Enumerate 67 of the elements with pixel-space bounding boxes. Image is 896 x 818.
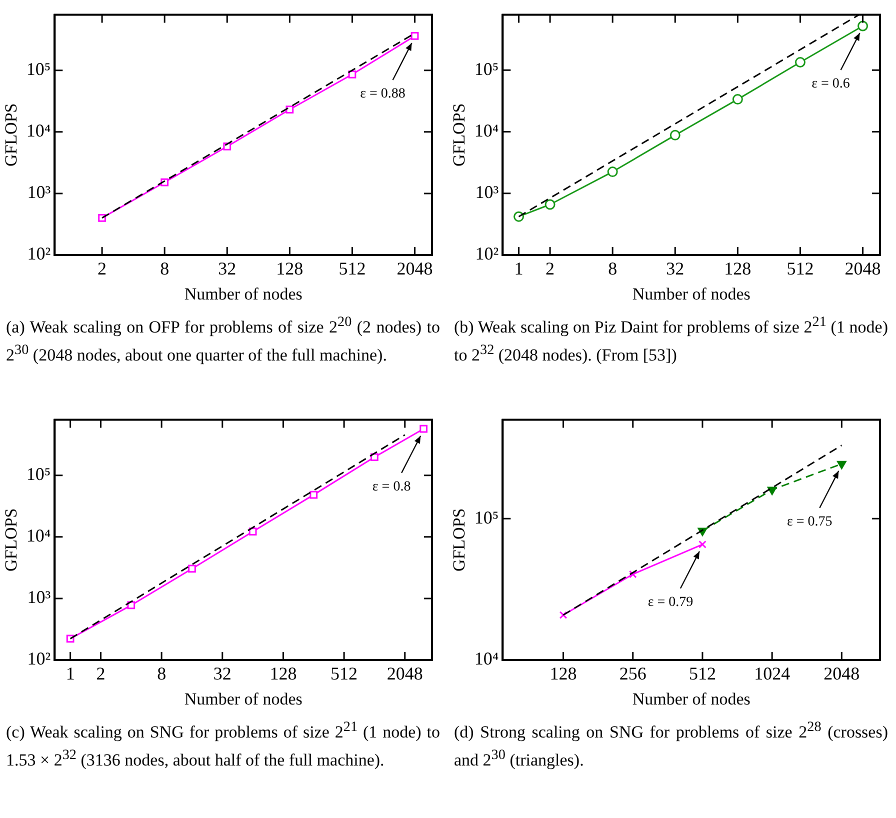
y-axis-title: GFLOPS xyxy=(2,508,21,572)
y-axis-title: GFLOPS xyxy=(2,103,21,167)
point xyxy=(732,94,743,105)
x-tick-label: 2 xyxy=(546,258,555,279)
y-axis-title: GFLOPS xyxy=(450,103,469,167)
x-tick-label: 128 xyxy=(724,258,752,279)
y-tick-label: 10⁴ xyxy=(26,526,51,546)
x-tick-label: 2 xyxy=(96,664,106,684)
x-tick-label: 32 xyxy=(218,258,236,279)
x-axis-title: Number of nodes xyxy=(184,284,302,304)
text: (d) Strong scaling on SNG for problems of size 2$^{28}$ (crosses) and 2$^{30}$ (triangles). xyxy=(454,719,888,770)
x-axis-title: Number of nodes xyxy=(184,689,302,708)
y-tick-label: 10³ xyxy=(27,587,52,608)
point xyxy=(348,70,356,78)
x-tick-label: 32 xyxy=(666,258,684,279)
x-axis-title: Number of nodes xyxy=(632,284,750,304)
text: (a) Weak scaling on OFP for problems of size 2$^{20}$ (2 nodes) to 2$^{30}$ (2048 nodes, about one quarter of the full machine). xyxy=(6,314,440,364)
x-tick-label: 2 xyxy=(98,258,107,279)
point xyxy=(607,166,618,178)
point xyxy=(794,57,806,68)
y-tick-label: 10² xyxy=(27,648,51,669)
x-tick-label: 512 xyxy=(688,664,716,684)
y-tick-label: 10³ xyxy=(27,182,52,202)
text: (c) Weak scaling on SNG for problems of size 2$^{21}$ (1 node) to 1.53 × 2$^{32}$ (3136 nodes, about half of the full machine). xyxy=(6,719,440,770)
x-tick-label: 32 xyxy=(213,664,232,684)
x-tick-label: 1 xyxy=(514,258,524,279)
point xyxy=(410,32,419,40)
y-tick-label: 10⁴ xyxy=(26,120,51,141)
annotation: ε = 0.8 xyxy=(372,480,411,495)
annotation: ε = 0.88 xyxy=(360,86,406,102)
x-tick-label: 8 xyxy=(160,258,170,279)
y-tick-label: 10⁵ xyxy=(474,507,499,528)
text: (b) Weak scaling on Piz Daint for problems of size 2$^{21}$ (1 node) to 2$^{32}$ (2048 nodes). (From [53]) xyxy=(454,314,888,364)
y-axis-title: GFLOPS xyxy=(450,508,469,572)
x-tick-label: 8 xyxy=(157,664,166,684)
y-tick-label: 10³ xyxy=(475,182,500,202)
x-tick-label: 512 xyxy=(338,258,366,279)
annotation: ε = 0.6 xyxy=(812,76,850,92)
y-tick-label: 10² xyxy=(475,244,499,264)
x-tick-label: 2048 xyxy=(396,258,433,279)
y-tick-label: 10² xyxy=(27,244,51,264)
x-axis-title: Number of nodes xyxy=(632,689,750,708)
annotation: ε = 0.79 xyxy=(648,595,694,610)
x-tick-label: 128 xyxy=(276,258,304,279)
point xyxy=(286,106,294,114)
point xyxy=(188,564,196,573)
point xyxy=(858,20,868,32)
annotation: ε = 0.75 xyxy=(787,514,832,530)
y-tick-label: 10⁴ xyxy=(474,120,499,140)
point xyxy=(670,130,680,140)
point xyxy=(544,199,556,210)
x-tick-label: 2048 xyxy=(824,664,860,684)
point xyxy=(310,490,318,499)
y-tick-label: 10⁵ xyxy=(474,58,499,79)
y-tick-label: 10⁵ xyxy=(26,59,51,80)
x-tick-label: 128 xyxy=(270,664,297,684)
x-tick-label: 2048 xyxy=(844,258,881,279)
x-tick-label: 2048 xyxy=(386,664,423,684)
y-tick-label: 10⁵ xyxy=(26,464,51,484)
y-tick-label: 10⁴ xyxy=(474,648,499,669)
x-tick-label: 1024 xyxy=(754,664,790,684)
x-tick-label: 256 xyxy=(619,664,646,684)
x-tick-label: 128 xyxy=(550,664,577,684)
x-tick-label: 512 xyxy=(786,258,814,279)
x-tick-label: 1 xyxy=(66,664,75,684)
x-tick-label: 512 xyxy=(330,664,358,684)
x-tick-label: 8 xyxy=(608,258,618,279)
